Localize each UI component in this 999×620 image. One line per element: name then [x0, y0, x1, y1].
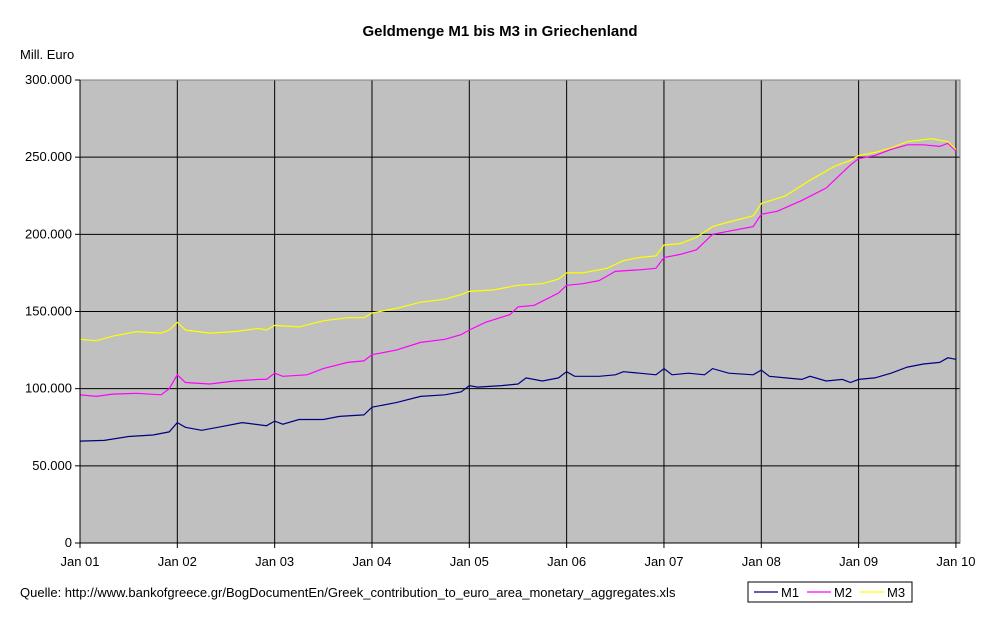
x-tick-label: Jan 01: [60, 554, 99, 569]
legend-label-m1: M1: [781, 585, 799, 600]
y-tick-label: 0: [65, 535, 72, 550]
x-tick-label: Jan 08: [742, 554, 781, 569]
x-tick-label: Jan 02: [158, 554, 197, 569]
y-tick-label: 100.000: [25, 381, 72, 396]
series-line-m3: [79, 137, 957, 342]
series-lines: [79, 137, 957, 442]
y-tick-label: 250.000: [25, 149, 72, 164]
y-tick-label: 150.000: [25, 304, 72, 319]
x-tick-label: Jan 05: [450, 554, 489, 569]
x-tick-label: Jan 09: [839, 554, 878, 569]
x-tick-label: Jan 04: [352, 554, 391, 569]
series-line-m2: [79, 142, 957, 398]
y-tick-label: 300.000: [25, 72, 72, 87]
x-tick-label: Jan 07: [644, 554, 683, 569]
y-axis: 0 50.000 100.000 150.000 200.000 250.000 300.0…: [25, 72, 81, 550]
chart-title: Geldmenge M1 bis M3 in Griechenland: [362, 23, 637, 40]
series-line-m1: [79, 357, 957, 442]
y-tick-label: 50.000: [32, 458, 72, 473]
legend: M1 M2 M3: [747, 581, 913, 603]
x-tick-label: Jan 10: [936, 554, 975, 569]
y-tick-label: 200.000: [25, 226, 72, 241]
legend-label-m2: M2: [834, 585, 852, 600]
legend-label-m3: M3: [887, 585, 905, 600]
x-tick-label: Jan 06: [547, 554, 586, 569]
x-axis: Jan 01 Jan 02 Jan 03 Jan 04 Jan 05 Jan 06 Jan …: [60, 542, 975, 569]
source-note: Quelle: http://www.bankofgreece.gr/BogDo…: [20, 585, 676, 600]
y-unit-label: Mill. Euro: [20, 47, 74, 62]
x-tick-label: Jan 03: [255, 554, 294, 569]
